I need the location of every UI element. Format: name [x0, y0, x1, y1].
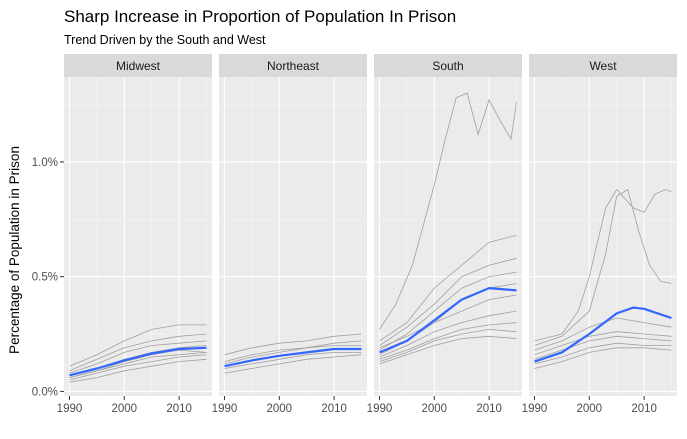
regional-trend-line [379, 287, 517, 354]
state-series-line [379, 322, 517, 360]
panel-background [374, 77, 522, 396]
state-series-line [224, 354, 362, 374]
state-series-line [379, 271, 517, 351]
x-tick-label: 2010 [631, 403, 657, 415]
facet-strip [529, 54, 677, 77]
state-series-line [534, 188, 672, 342]
y-tick-label: 0.5% [32, 272, 58, 284]
state-series-line [69, 349, 207, 378]
regional-trend-line [224, 347, 362, 368]
state-series-line [69, 358, 207, 383]
facet-strip-label: Midwest [116, 59, 161, 73]
x-tick-label: 2000 [576, 403, 602, 415]
state-series-line [224, 345, 362, 365]
regional-trend-line [69, 346, 207, 377]
facet-panel-west: West 1990 2000 2010 [522, 54, 677, 415]
y-tick-label: 1.0% [32, 157, 58, 169]
y-axis-title: Percentage of Population in Prison [7, 146, 22, 354]
regional-trend-line [534, 306, 672, 363]
state-series-line [69, 354, 207, 381]
state-series-line [379, 335, 517, 365]
x-tick-label: 2000 [111, 403, 137, 415]
facet-strip [219, 54, 367, 77]
x-tick-label: 2000 [266, 403, 292, 415]
panel-background [529, 77, 677, 396]
state-series-line [534, 347, 672, 369]
facet-strip [374, 54, 522, 77]
state-series-line [224, 333, 362, 356]
state-series-line [534, 335, 672, 360]
state-series-line [379, 235, 517, 342]
x-tick-label: 2010 [476, 403, 502, 415]
facet-panel-midwest: Midwest 1990 2000 2010 [57, 54, 212, 415]
x-tick-label: 2010 [166, 403, 192, 415]
y-tick-label: 0.0% [32, 386, 58, 398]
state-series-line [379, 328, 517, 362]
x-tick-label: 1990 [57, 403, 83, 415]
state-series-line [534, 188, 672, 346]
x-tick-label: 2000 [421, 403, 447, 415]
state-series-line [534, 342, 672, 365]
state-series-line [379, 310, 517, 358]
x-tick-label: 1990 [212, 403, 238, 415]
state-series-line [224, 340, 362, 362]
state-series-line [69, 333, 207, 372]
chart-title: Sharp Increase in Proportion of Populati… [64, 7, 456, 26]
state-series-line [379, 92, 517, 330]
facet-panel-south: South 1990 2000 2010 [367, 54, 522, 415]
facet-strip-label: Northeast [267, 59, 320, 73]
facet-strip [64, 54, 212, 77]
state-series-line [379, 257, 517, 346]
x-tick-label: 1990 [522, 403, 548, 415]
facet-strip-label: South [432, 59, 463, 73]
facet-panel-northeast: Northeast 1990 2000 2010 [212, 54, 367, 415]
state-series-line [224, 352, 362, 369]
state-series-line [69, 324, 207, 367]
facet-strip-label: West [589, 59, 617, 73]
x-tick-label: 2010 [321, 403, 347, 415]
x-tick-label: 1990 [367, 403, 393, 415]
state-series-line [534, 331, 672, 356]
state-series-line [69, 340, 207, 374]
chart-subtitle: Trend Driven by the South and West [64, 33, 266, 47]
